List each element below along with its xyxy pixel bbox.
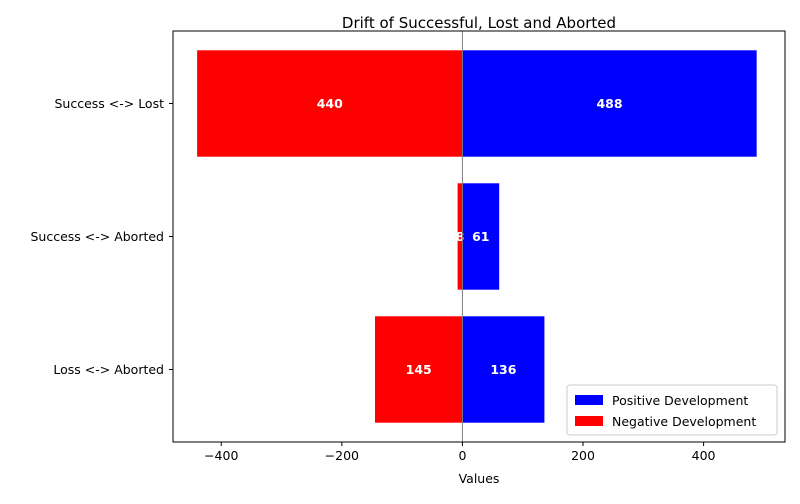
y-tick-label-1: Success <-> Aborted: [30, 229, 164, 244]
x-axis-label: Values: [459, 471, 500, 486]
positive-bar-2: [462, 316, 545, 423]
legend: Positive Development Negative Developmen…: [566, 384, 778, 436]
negative-bar-label-2: 145: [406, 362, 432, 377]
positive-bar-0: [462, 50, 757, 157]
positive-bar-1: [462, 183, 500, 290]
legend-swatch-negative: [575, 416, 603, 426]
legend-label-negative: Negative Development: [612, 414, 756, 429]
negative-bar-label-1: 8: [456, 229, 465, 244]
negative-bar-1: [457, 183, 463, 290]
x-tick-label-2: 0: [458, 448, 466, 463]
x-tick-label-0: −400: [204, 448, 238, 463]
chart-title: Drift of Successful, Lost and Aborted: [342, 14, 616, 32]
bars-group: [197, 50, 757, 423]
negative-bar-label-0: 440: [317, 96, 343, 111]
positive-bar-label-1: 61: [472, 229, 489, 244]
x-tick-label-3: 200: [571, 448, 595, 463]
y-tick-label-0: Success <-> Lost: [54, 96, 164, 111]
negative-bar-2: [374, 316, 463, 423]
negative-bar-0: [197, 50, 463, 157]
legend-swatch-positive: [575, 395, 603, 405]
legend-label-positive: Positive Development: [612, 393, 748, 408]
y-tick-label-2: Loss <-> Aborted: [53, 362, 164, 377]
x-tick-label-4: 400: [692, 448, 716, 463]
x-axis-ticks: −400 −200 0 200 400: [204, 442, 716, 463]
positive-bar-label-2: 136: [490, 362, 516, 377]
x-tick-label-1: −200: [325, 448, 359, 463]
y-axis-ticks: Success <-> Lost Success <-> Aborted Loss …: [30, 96, 173, 377]
bar-labels-group: 488 61 136 440 8 145: [317, 96, 623, 377]
positive-bar-label-0: 488: [596, 96, 622, 111]
legend-box: [566, 384, 778, 436]
